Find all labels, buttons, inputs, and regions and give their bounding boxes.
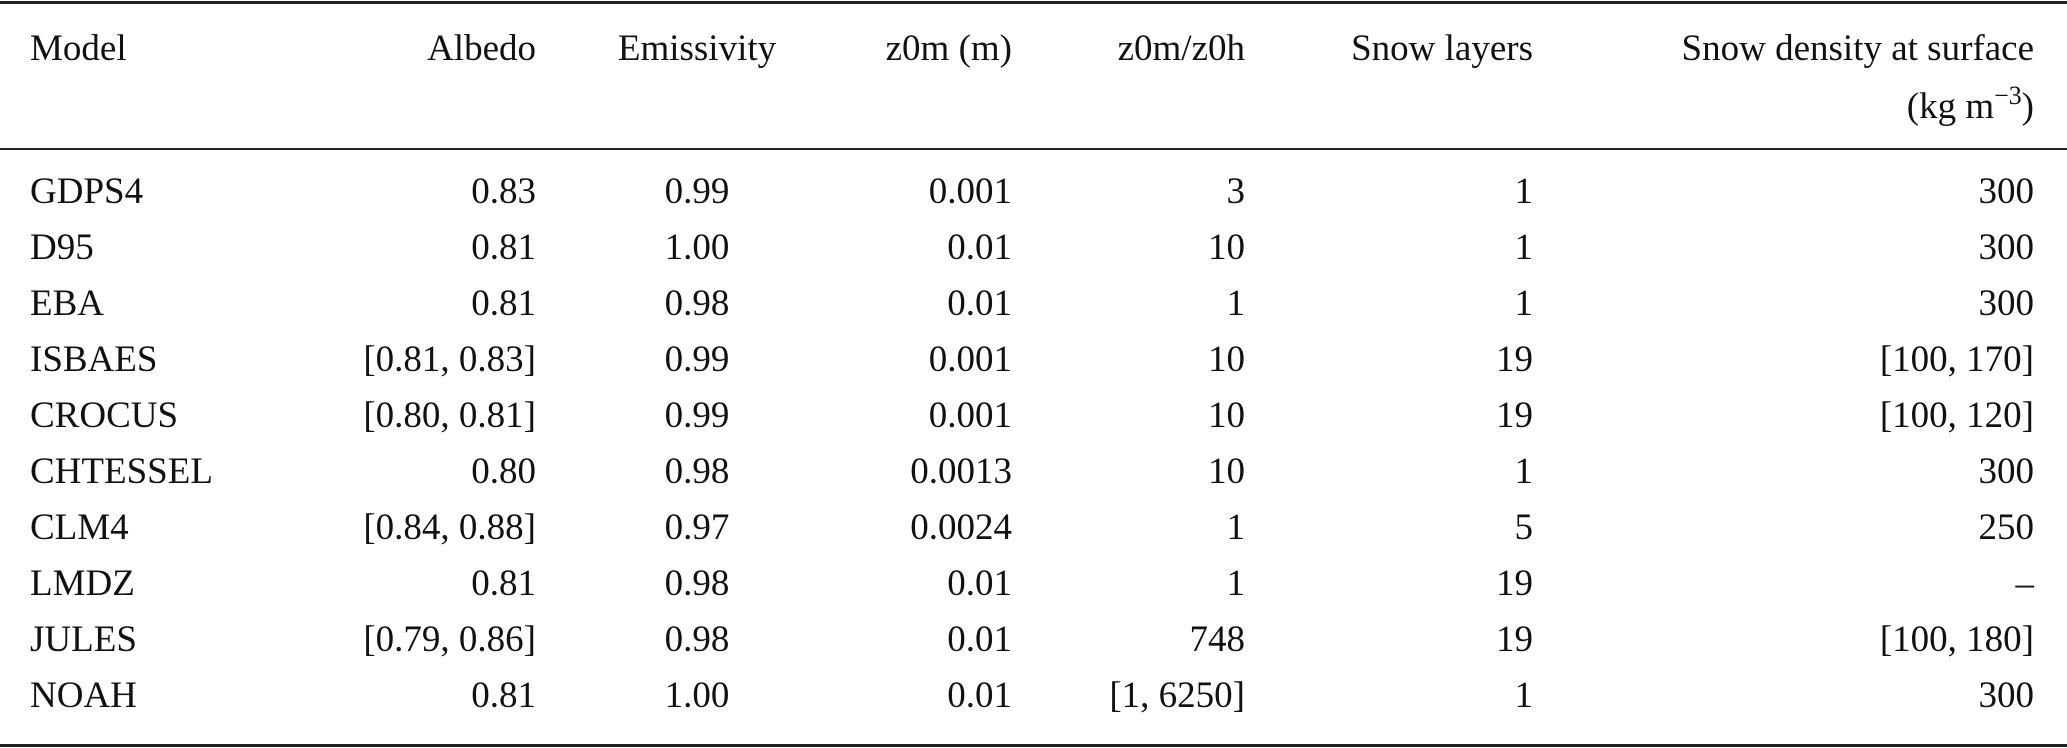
cell-z0m-z0h: 10	[1208, 451, 1245, 492]
cell-z0m-z0h: 1	[1226, 283, 1246, 324]
cell-snow-density: 300	[1978, 171, 2035, 212]
cell-albedo: 0.83	[471, 171, 536, 212]
cell-albedo: 0.80	[471, 451, 536, 492]
cell-snow-layers: 1	[1514, 675, 1534, 716]
cell-model: GDPS4	[30, 171, 144, 212]
header-emissivity: Emissivity	[617, 28, 777, 69]
cell-emissivity: 0.98	[664, 619, 730, 660]
cell-z0m: 0.001	[928, 339, 1012, 380]
cell-snow-layers: 1	[1514, 171, 1534, 212]
cell-z0m: 0.001	[928, 171, 1012, 212]
cell-snow-density: –	[2015, 563, 2035, 604]
cell-emissivity: 1.00	[664, 227, 730, 268]
cell-z0m-z0h: 3	[1226, 171, 1246, 212]
cell-z0m-z0h: 1	[1226, 563, 1246, 604]
cell-snow-density: [100, 180]	[1879, 619, 2034, 660]
cell-z0m: 0.01	[947, 227, 1012, 268]
header-rule	[0, 148, 2067, 150]
cell-albedo: 0.81	[471, 227, 536, 268]
cell-z0m: 0.01	[947, 563, 1012, 604]
cell-z0m: 0.01	[947, 619, 1012, 660]
cell-snow-layers: 19	[1496, 563, 1533, 604]
cell-z0m: 0.01	[947, 283, 1012, 324]
cell-z0m: 0.01	[947, 675, 1012, 716]
cell-albedo: [0.79, 0.86]	[363, 619, 536, 660]
cell-model: ISBAES	[30, 339, 158, 380]
cell-z0m: 0.001	[928, 395, 1012, 436]
unit-suffix: )	[2021, 86, 2034, 127]
cell-emissivity: 1.00	[664, 675, 730, 716]
cell-z0m-z0h: 1	[1226, 507, 1246, 548]
cell-z0m-z0h: 748	[1189, 619, 1246, 660]
cell-model: LMDZ	[30, 563, 135, 604]
cell-snow-density: 300	[1978, 675, 2035, 716]
cell-snow-density: 300	[1978, 451, 2035, 492]
cell-z0m-z0h: 10	[1208, 395, 1245, 436]
cell-model: CHTESSEL	[30, 451, 213, 492]
cell-albedo: [0.81, 0.83]	[363, 339, 536, 380]
cell-albedo: 0.81	[471, 563, 536, 604]
unit-prefix: (kg m	[1906, 86, 1995, 127]
cell-model: CROCUS	[30, 395, 179, 436]
cell-albedo: [0.84, 0.88]	[363, 507, 536, 548]
cell-model: EBA	[30, 283, 104, 324]
cell-albedo: [0.80, 0.81]	[363, 395, 536, 436]
unit-exponent: −3	[1994, 80, 2022, 110]
cell-z0m-z0h: 10	[1208, 339, 1245, 380]
cell-albedo: 0.81	[471, 675, 536, 716]
cell-emissivity: 0.98	[664, 563, 730, 604]
cell-snow-layers: 1	[1514, 227, 1534, 268]
cell-snow-density: 250	[1978, 507, 2035, 548]
cell-emissivity: 0.99	[664, 171, 730, 212]
cell-model: JULES	[30, 619, 137, 660]
top-rule	[0, 1, 2067, 4]
cell-snow-density: [100, 120]	[1879, 395, 2034, 436]
cell-emissivity: 0.98	[664, 451, 730, 492]
header-model: Model	[30, 28, 127, 69]
cell-model: D95	[30, 227, 94, 268]
cell-emissivity: 0.99	[664, 339, 730, 380]
header-snow-layers: Snow layers	[1351, 28, 1533, 69]
cell-snow-layers: 1	[1514, 451, 1534, 492]
cell-z0m: 0.0013	[910, 451, 1012, 492]
header-z0m: z0m (m)	[885, 28, 1012, 69]
header-albedo: Albedo	[427, 28, 536, 69]
bottom-rule	[0, 744, 2067, 747]
cell-albedo: 0.81	[471, 283, 536, 324]
cell-snow-density: 300	[1978, 283, 2035, 324]
header-z0m-z0h: z0m/z0h	[1117, 28, 1245, 69]
cell-z0m-z0h: 10	[1208, 227, 1245, 268]
cell-emissivity: 0.99	[664, 395, 730, 436]
cell-snow-layers: 19	[1496, 339, 1533, 380]
cell-snow-layers: 19	[1496, 619, 1533, 660]
cell-emissivity: 0.98	[664, 283, 730, 324]
cell-model: NOAH	[30, 675, 137, 716]
cell-snow-density: [100, 170]	[1879, 339, 2034, 380]
header-snow-density-unit: (kg m−3)	[1906, 82, 2034, 127]
cell-model: CLM4	[30, 507, 129, 548]
cell-snow-layers: 1	[1514, 283, 1534, 324]
cell-snow-layers: 5	[1514, 507, 1534, 548]
cell-snow-layers: 19	[1496, 395, 1533, 436]
cell-z0m-z0h: [1, 6250]	[1109, 675, 1245, 716]
cell-z0m: 0.0024	[910, 507, 1012, 548]
cell-snow-density: 300	[1978, 227, 2035, 268]
header-snow-density: Snow density at surface	[1681, 28, 2034, 69]
cell-emissivity: 0.97	[664, 507, 730, 548]
